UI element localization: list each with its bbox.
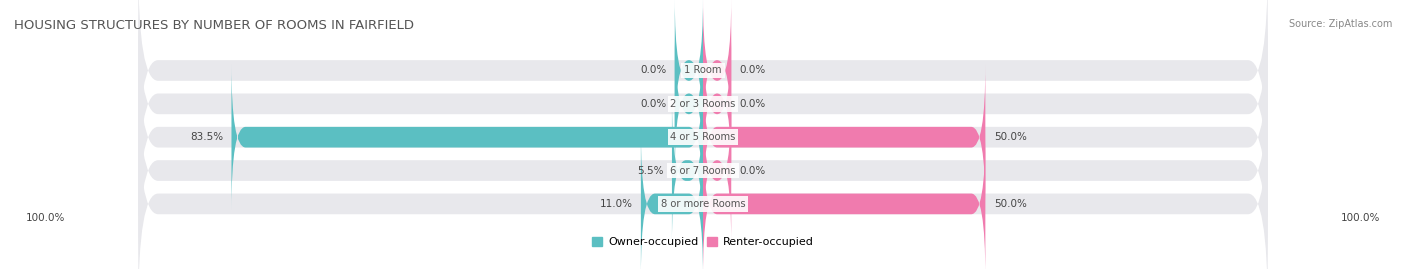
FancyBboxPatch shape — [703, 97, 731, 244]
FancyBboxPatch shape — [138, 97, 1268, 269]
FancyBboxPatch shape — [232, 64, 703, 210]
Text: 100.0%: 100.0% — [25, 213, 65, 223]
Text: 1 Room: 1 Room — [685, 65, 721, 76]
FancyBboxPatch shape — [703, 64, 986, 210]
FancyBboxPatch shape — [703, 131, 986, 269]
FancyBboxPatch shape — [672, 97, 703, 244]
Text: 0.0%: 0.0% — [740, 65, 766, 76]
Text: Source: ZipAtlas.com: Source: ZipAtlas.com — [1288, 19, 1392, 29]
Text: 50.0%: 50.0% — [994, 132, 1026, 142]
FancyBboxPatch shape — [675, 31, 703, 177]
FancyBboxPatch shape — [675, 0, 703, 144]
Text: 11.0%: 11.0% — [599, 199, 633, 209]
Text: 2 or 3 Rooms: 2 or 3 Rooms — [671, 99, 735, 109]
Text: 6 or 7 Rooms: 6 or 7 Rooms — [671, 165, 735, 176]
Text: 100.0%: 100.0% — [1341, 213, 1381, 223]
FancyBboxPatch shape — [703, 31, 731, 177]
Legend: Owner-occupied, Renter-occupied: Owner-occupied, Renter-occupied — [588, 233, 818, 252]
FancyBboxPatch shape — [641, 131, 703, 269]
Text: 50.0%: 50.0% — [994, 199, 1026, 209]
Text: 0.0%: 0.0% — [640, 65, 666, 76]
FancyBboxPatch shape — [138, 0, 1268, 210]
FancyBboxPatch shape — [703, 0, 731, 144]
Text: 4 or 5 Rooms: 4 or 5 Rooms — [671, 132, 735, 142]
Text: 0.0%: 0.0% — [740, 99, 766, 109]
FancyBboxPatch shape — [138, 0, 1268, 177]
Text: 5.5%: 5.5% — [637, 165, 664, 176]
FancyBboxPatch shape — [138, 31, 1268, 244]
Text: HOUSING STRUCTURES BY NUMBER OF ROOMS IN FAIRFIELD: HOUSING STRUCTURES BY NUMBER OF ROOMS IN… — [14, 19, 413, 32]
Text: 8 or more Rooms: 8 or more Rooms — [661, 199, 745, 209]
Text: 83.5%: 83.5% — [190, 132, 224, 142]
Text: 0.0%: 0.0% — [640, 99, 666, 109]
FancyBboxPatch shape — [138, 64, 1268, 269]
Text: 0.0%: 0.0% — [740, 165, 766, 176]
